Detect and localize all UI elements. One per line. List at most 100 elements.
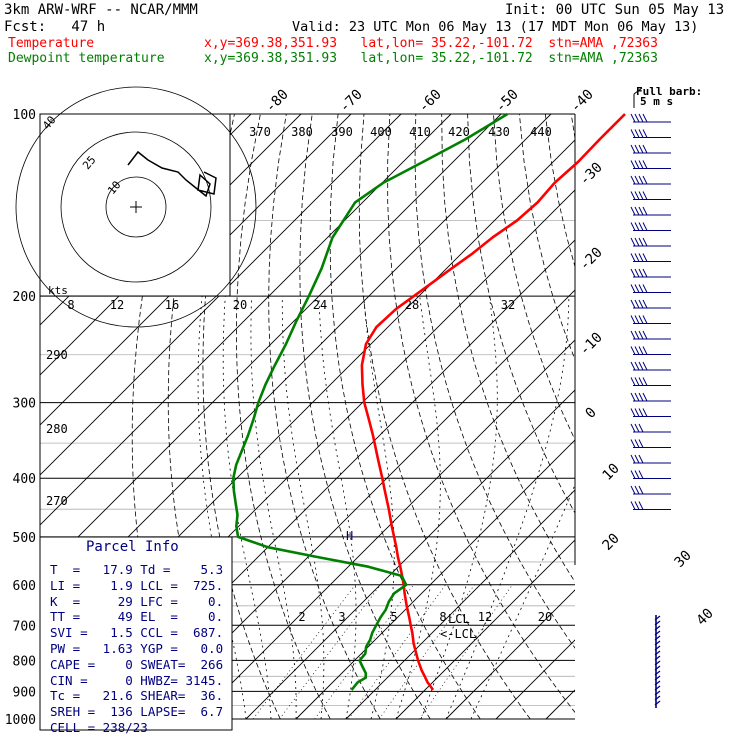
wind-barb-flag <box>638 392 644 402</box>
hodograph-units: kts <box>48 284 68 297</box>
wind-barbs <box>630 113 671 708</box>
wind-barb-flag <box>634 284 640 293</box>
parcel-info-row: SREH = 136 LAPSE= 6.7 <box>50 704 224 720</box>
moist-adiabat <box>470 483 575 720</box>
wind-barb-flag <box>630 253 636 262</box>
dry-adiabat <box>235 114 331 720</box>
wind-barb-flag <box>634 361 640 371</box>
wind-barb-flag <box>634 377 640 386</box>
parcel-info-row: K = 29 LFC = 0. <box>50 593 224 609</box>
wind-barb-flag <box>638 408 644 417</box>
pressure-tick-label: 200 <box>13 290 36 305</box>
dewpoint-trace <box>232 112 509 691</box>
dry-adiabat <box>387 114 575 713</box>
hodograph-speed-label: 12 <box>110 298 124 312</box>
wind-barb-flag <box>638 206 644 216</box>
wind-barb-flag <box>630 377 636 386</box>
wind-barb-flag <box>634 129 640 138</box>
wind-barb-flag <box>634 222 640 231</box>
theta-label: 440 <box>530 125 552 139</box>
wind-barb-flag <box>634 470 640 479</box>
wind-barb-flag <box>638 315 644 324</box>
wind-barb-flag <box>634 392 640 402</box>
wind-barb-flag <box>638 470 644 479</box>
wind-barb-flag <box>630 439 636 448</box>
wind-barb-flag <box>638 144 644 154</box>
theta-label: 430 <box>488 125 510 139</box>
isotherm-label: 10 <box>600 461 623 484</box>
wind-barb-flag <box>630 470 636 479</box>
wind-barb-flag <box>642 222 648 231</box>
parcel-info-row: CELL = 238/23 <box>50 720 148 735</box>
wind-barb-flag <box>642 144 648 154</box>
wind-barb-flag <box>642 206 648 216</box>
isotherm-label: -70 <box>337 87 366 116</box>
hodograph-speed-label: 20 <box>233 298 247 312</box>
wind-barb-flag <box>630 315 636 324</box>
wind-barb-flag <box>642 377 648 386</box>
theta-label: 370 <box>249 125 271 139</box>
lcl-label: LCL <box>448 612 470 626</box>
mixing-ratio-line <box>314 584 414 720</box>
wind-barb-flag <box>634 175 640 185</box>
wind-barb-flag <box>642 129 648 138</box>
isotherm-line <box>195 339 575 720</box>
wind-barb-flag <box>638 501 644 510</box>
dry-adiabat <box>727 114 740 719</box>
isotherm-label: -60 <box>416 87 445 116</box>
isotherm-line <box>445 589 575 720</box>
wind-barb-flag <box>630 237 636 247</box>
wind-barb-flag <box>634 501 640 510</box>
hodograph-ring <box>60 131 212 283</box>
wind-barb-flag <box>630 454 636 464</box>
wind-barb-flag <box>634 144 640 154</box>
isotherm-label: -20 <box>577 245 606 274</box>
wind-barb-flag <box>642 361 648 371</box>
wind-barb-flag <box>638 160 644 169</box>
barb-legend-title: Full barb: <box>636 85 702 98</box>
parcel-info-box <box>39 536 233 731</box>
hodograph-ring <box>105 176 167 238</box>
wind-barb-flag <box>642 299 648 309</box>
wind-barb-flag <box>642 330 648 340</box>
wind-barb-flag <box>630 222 636 231</box>
dry-adiabat <box>358 114 531 720</box>
wind-barb-flag <box>638 377 644 386</box>
wind-barb-flag <box>634 346 640 355</box>
pressure-tick-label: 400 <box>13 472 36 487</box>
moist-adiabat <box>281 296 325 720</box>
temperature-legend-info: x,y=369.38,351.93 lat,lon= 35.22,-101.72… <box>204 36 658 51</box>
parcel-info-row: SVI = 1.5 CCL = 687. <box>50 625 224 641</box>
parcel-info-row: LI = 1.9 LCL = 725. <box>50 577 224 593</box>
isotherm-label: -40 <box>568 87 597 116</box>
wind-barb-flag <box>630 346 636 355</box>
theta-side-label: 280 <box>46 422 68 436</box>
init-time: Init: 00 UTC Sun 05 May 13 <box>505 2 725 18</box>
theta-label: 390 <box>331 125 353 139</box>
wind-barb-flag <box>642 191 648 200</box>
parcel-info-row: Tc = 21.6 SHEAR= 36. <box>50 688 224 704</box>
wind-barb-flag <box>638 423 644 433</box>
pressure-tick-label: 1000 <box>5 713 36 728</box>
wind-barb-flag <box>638 113 644 123</box>
dry-adiabat <box>414 114 575 649</box>
wind-barb-flag <box>638 346 644 355</box>
wind-barb-flag <box>642 346 648 355</box>
wind-barb-flag <box>638 330 644 340</box>
wind-barb-flag <box>634 485 640 495</box>
dry-adiabat <box>329 114 481 720</box>
wind-barb-flag <box>638 268 644 278</box>
wind-barb-flag <box>642 408 648 417</box>
parcel-info-row: PW = 1.63 YGP = 0.0 <box>50 641 224 656</box>
wind-barb-flag <box>630 129 636 138</box>
mixing-ratio-label: 5 <box>390 610 397 624</box>
wind-barb-flag <box>642 113 648 123</box>
hodograph-speed-label: 8 <box>67 298 74 312</box>
isotherm-line <box>245 389 575 720</box>
wind-barb-flag <box>630 361 636 371</box>
mixing-ratio-line <box>252 584 356 720</box>
barb-legend-units: 5 m s <box>640 95 673 108</box>
theta-label: 400 <box>370 125 392 139</box>
